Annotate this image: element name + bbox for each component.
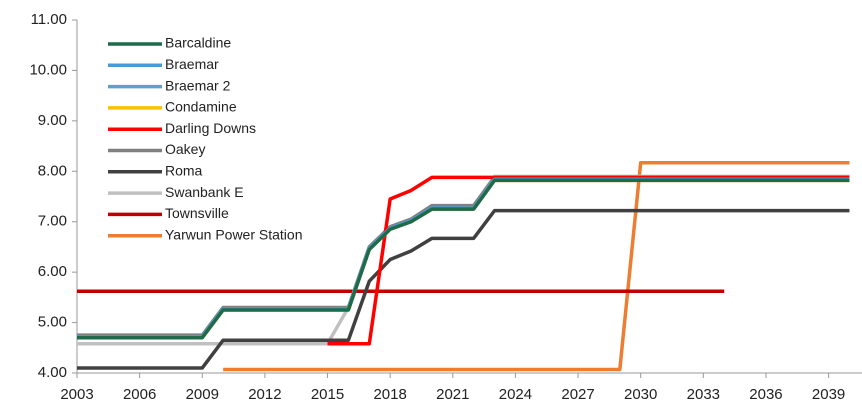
- series-line: [77, 177, 850, 339]
- y-tick-label: 10.00: [29, 61, 67, 78]
- y-tick-label: 9.00: [38, 112, 67, 129]
- x-tick-label: 2018: [373, 386, 406, 403]
- legend-label: Swanbank E: [165, 184, 244, 200]
- x-tick-label: 2021: [436, 386, 469, 403]
- y-tick-label: 8.00: [38, 162, 67, 179]
- legend-label: Townsville: [165, 205, 229, 221]
- legend-label: Oakey: [165, 141, 205, 157]
- legend-label: Roma: [165, 163, 203, 179]
- series-line: [77, 177, 850, 339]
- series-line: [77, 208, 850, 370]
- legend-label: Yarwun Power Station: [165, 226, 302, 242]
- series-line: [327, 175, 850, 346]
- x-tick-label: 2003: [60, 386, 93, 403]
- y-tick-label: 11.00: [31, 11, 67, 28]
- x-tick-label: 2027: [561, 386, 594, 403]
- x-tick-label: 2009: [186, 386, 219, 403]
- x-tick-label: 2006: [123, 386, 156, 403]
- legend-label: Barcaldine: [165, 35, 231, 51]
- legend-label: Braemar: [165, 56, 219, 72]
- series-line: [77, 178, 850, 340]
- x-tick-label: 2036: [749, 386, 782, 403]
- legend-label: Darling Downs: [165, 120, 256, 136]
- y-tick-label: 4.00: [38, 364, 67, 381]
- y-tick-label: 5.00: [38, 314, 67, 331]
- y-tick-label: 6.00: [38, 263, 67, 280]
- series-line: [77, 175, 850, 337]
- series-line: [223, 160, 850, 372]
- series-line: [77, 174, 850, 346]
- x-tick-label: 2030: [624, 386, 657, 403]
- x-tick-label: 2024: [499, 386, 532, 403]
- legend-label: Braemar 2: [165, 77, 231, 93]
- x-tick-label: 2015: [311, 386, 344, 403]
- legend-label: Condamine: [165, 99, 237, 115]
- y-tick-label: 7.00: [38, 213, 67, 230]
- x-tick-label: 2039: [812, 386, 845, 403]
- x-tick-label: 2012: [248, 386, 281, 403]
- x-tick-label: 2033: [687, 386, 720, 403]
